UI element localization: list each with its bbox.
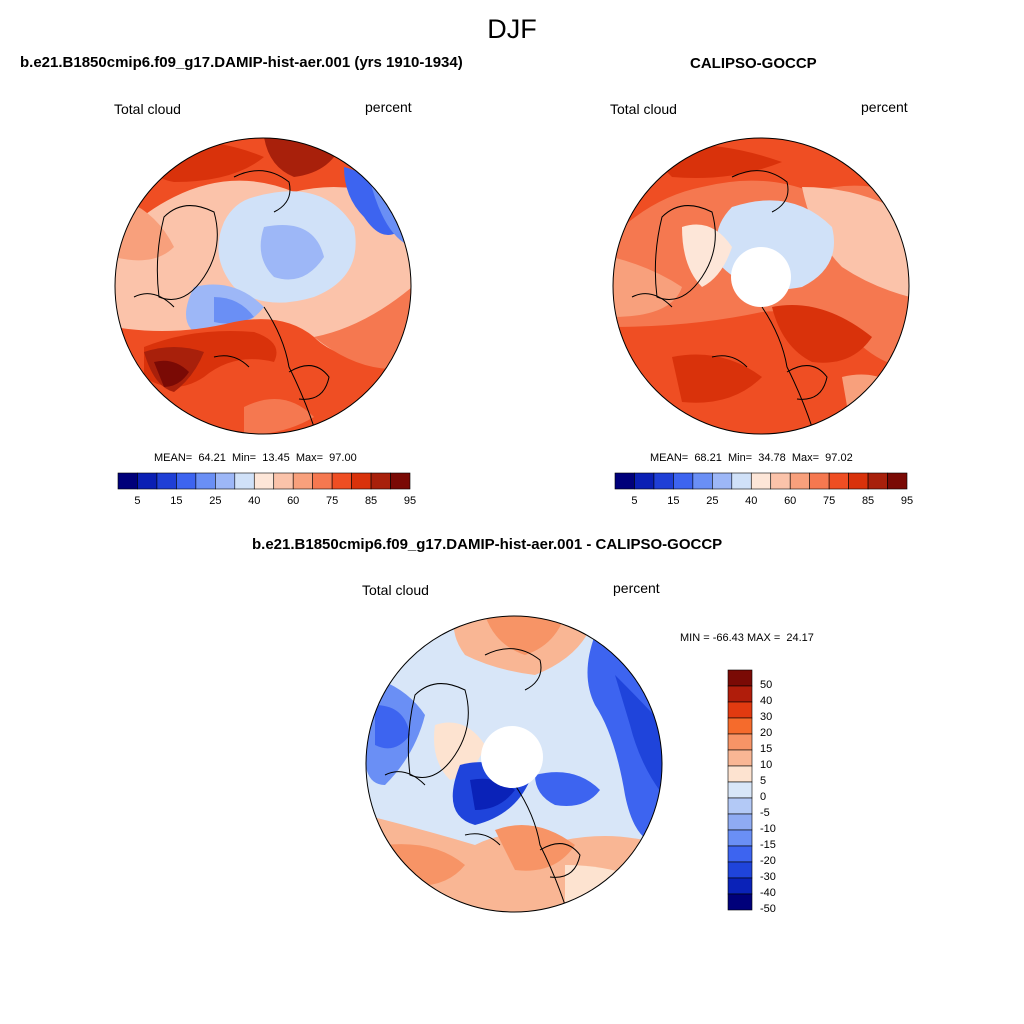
colorbar-tick-label: 5 (631, 495, 638, 507)
colorbar-swatch (727, 765, 753, 783)
colorbar-tick-label: 95 (403, 495, 417, 507)
colorbar-swatch (727, 669, 753, 687)
diff-stats: MIN = -66.43 MAX = 24.17 (680, 632, 814, 644)
colorbar-tick-label: 10 (760, 759, 773, 771)
colorbar-tick-label: 30 (760, 711, 773, 723)
colorbar-tick-label: 85 (861, 495, 875, 507)
colorbar-swatch (712, 472, 733, 490)
colorbar-tick-label: 40 (248, 495, 261, 507)
colorbar-swatch (809, 472, 830, 490)
colorbar-swatch (653, 472, 674, 490)
colorbar-tick-label: 85 (364, 495, 378, 507)
colorbar-swatch (727, 701, 753, 719)
colorbar-swatch (614, 472, 635, 490)
colorbar-tick-label: 40 (745, 495, 758, 507)
colorbar-tick-label: -20 (760, 855, 776, 867)
colorbar-tick-label: -15 (760, 839, 776, 851)
colorbar-swatch (727, 749, 753, 767)
obs-units-label: percent (861, 99, 908, 115)
colorbar-swatch (253, 472, 275, 490)
diff-panel-title: b.e21.B1850cmip6.f09_g17.DAMIP-hist-aer.… (252, 536, 723, 553)
colorbar-swatch (770, 472, 791, 490)
colorbar-swatch (731, 472, 752, 490)
model-stats: MEAN= 64.21 Min= 13.45 Max= 97.00 (154, 452, 357, 464)
colorbar-swatch (789, 472, 810, 490)
diff-variable-label: Total cloud (362, 582, 429, 598)
model-variable-label: Total cloud (114, 101, 181, 117)
colorbar-tick-label: 75 (823, 495, 836, 507)
colorbar-swatch (727, 797, 753, 815)
colorbar-swatch (117, 472, 138, 490)
colorbar-swatch (828, 472, 849, 490)
colorbar-swatch (351, 472, 372, 490)
obs-polar-map (612, 137, 910, 435)
colorbar-tick-label: 60 (784, 495, 797, 507)
colorbar-swatch (234, 472, 255, 490)
colorbar-tick-label: 95 (900, 495, 914, 507)
colorbar-swatch (137, 472, 158, 490)
colorbar-tick-label: -5 (760, 807, 770, 819)
season-title: DJF (487, 14, 537, 44)
colorbar-swatch (727, 685, 753, 703)
diff-units-label: percent (613, 580, 660, 596)
colorbar-swatch (727, 845, 753, 863)
colorbar-tick-label: 15 (760, 743, 773, 755)
colorbar-swatch (673, 472, 694, 490)
colorbar-tick-label: 20 (760, 727, 773, 739)
model-polar-map (114, 137, 412, 435)
colorbar-swatch (727, 861, 753, 879)
model-units-label: percent (365, 99, 412, 115)
obs-colorbar (614, 472, 908, 490)
colorbar-tick-label: 60 (287, 495, 300, 507)
colorbar-tick-label: 15 (170, 495, 183, 507)
colorbar-tick-label: 25 (209, 495, 222, 507)
colorbar-swatch (370, 472, 391, 490)
diff-colorbar (727, 669, 753, 911)
colorbar-swatch (176, 472, 197, 490)
colorbar-tick-label: -10 (760, 823, 776, 835)
colorbar-tick-label: -50 (760, 903, 776, 915)
colorbar-tick-label: 5 (760, 775, 767, 787)
colorbar-swatch (727, 877, 753, 895)
colorbar-swatch (331, 472, 352, 490)
colorbar-swatch (215, 472, 236, 490)
colorbar-swatch (727, 733, 753, 751)
colorbar-tick-label: 25 (706, 495, 719, 507)
colorbar-tick-label: 75 (326, 495, 339, 507)
colorbar-swatch (727, 829, 753, 847)
colorbar-swatch (312, 472, 333, 490)
colorbar-swatch (867, 472, 888, 490)
model-colorbar (117, 472, 411, 490)
colorbar-swatch (634, 472, 655, 490)
obs-variable-label: Total cloud (610, 101, 677, 117)
colorbar-swatch (727, 893, 753, 911)
colorbar-swatch (727, 813, 753, 831)
colorbar-swatch (692, 472, 713, 490)
colorbar-swatch (727, 717, 753, 735)
colorbar-swatch (887, 472, 908, 490)
colorbar-swatch (750, 472, 772, 490)
colorbar-tick-label: 50 (760, 679, 773, 691)
colorbar-swatch (390, 472, 411, 490)
colorbar-tick-label: -30 (760, 871, 776, 883)
colorbar-tick-label: -40 (760, 887, 776, 899)
colorbar-swatch (195, 472, 216, 490)
colorbar-tick-label: 15 (667, 495, 680, 507)
model-panel-title: b.e21.B1850cmip6.f09_g17.DAMIP-hist-aer.… (20, 54, 463, 71)
colorbar-tick-label: 5 (134, 495, 141, 507)
colorbar-tick-label: 40 (760, 695, 773, 707)
colorbar-tick-label: 0 (760, 791, 767, 803)
obs-panel-title: CALIPSO-GOCCP (690, 55, 817, 72)
colorbar-swatch (848, 472, 869, 490)
diff-polar-map (365, 615, 663, 913)
colorbar-swatch (273, 472, 294, 490)
colorbar-swatch (292, 472, 313, 490)
colorbar-swatch (156, 472, 177, 490)
colorbar-swatch (727, 781, 753, 799)
obs-stats: MEAN= 68.21 Min= 34.78 Max= 97.02 (650, 452, 853, 464)
